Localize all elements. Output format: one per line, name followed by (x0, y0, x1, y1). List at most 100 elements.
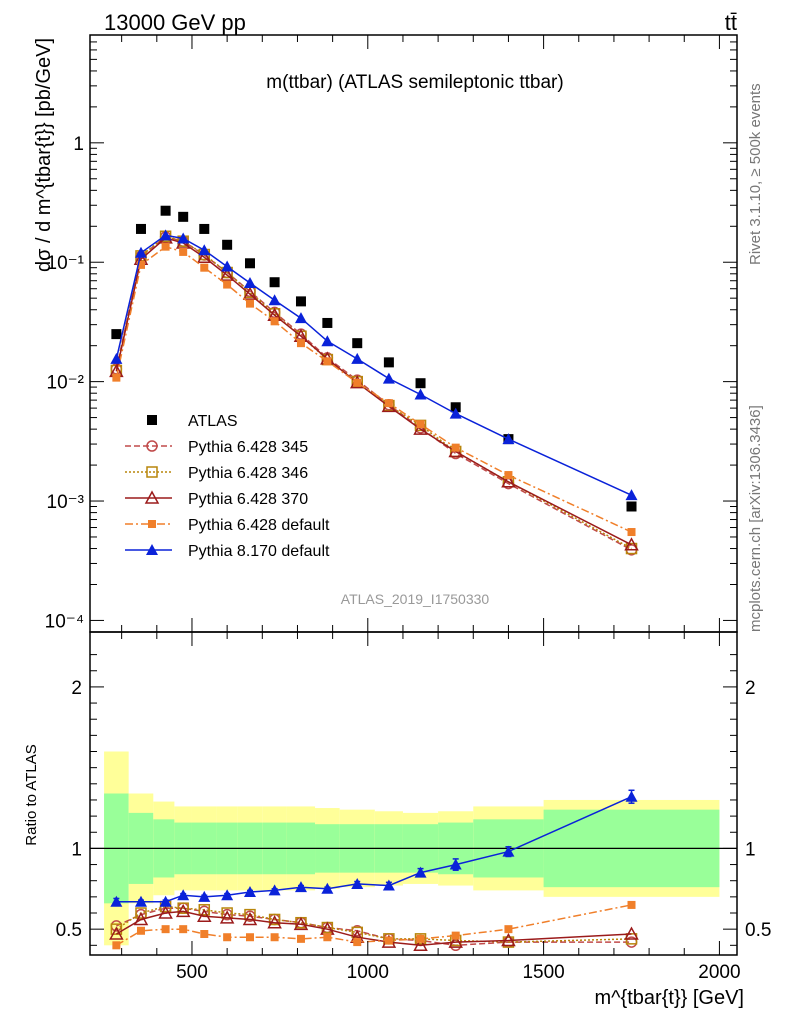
main-plot-area (109, 205, 639, 556)
ratio-data-point (110, 923, 123, 935)
ratio-series-line (116, 910, 632, 947)
main-data-point (415, 378, 426, 389)
ratio-data-point (198, 904, 211, 916)
ratio-y-axis: 0.5 0.5 1 1 2 2 (56, 654, 771, 946)
main-data-point (413, 421, 428, 435)
main-y-tick-label: 10⁻¹ (47, 253, 85, 274)
main-data-point (383, 357, 394, 368)
ratio-data-point (414, 866, 427, 878)
main-data-point (626, 501, 637, 512)
main-data-point (269, 277, 280, 288)
ratio-y-axis-label: Ratio to ATLAS (23, 744, 40, 845)
ratio-data-point (221, 889, 234, 901)
main-data-point (179, 247, 188, 256)
legend-label: Pythia 8.170 default (188, 543, 330, 560)
main-data-point (449, 407, 462, 419)
main-data-point (451, 443, 460, 452)
main-data-point (178, 211, 189, 222)
main-data-point (416, 420, 425, 429)
ratio-data-point (159, 895, 172, 907)
ratio-data-point (158, 905, 173, 919)
main-data-point (351, 352, 364, 364)
main-data-point (501, 474, 516, 488)
ratio-y-tick-label: 1 (71, 839, 82, 860)
ratio-x-tick-label: 2000 (698, 962, 740, 983)
legend-marker (146, 440, 158, 452)
main-data-point (161, 242, 170, 251)
legend-label: ATLAS (188, 413, 238, 430)
ratio-data-point (133, 911, 149, 926)
main-y-tick-label: 10⁻² (47, 373, 85, 394)
ratio-data-point (200, 930, 209, 939)
main-y-tick-label: 1 (73, 134, 84, 155)
main-data-point (353, 378, 362, 387)
ratio-data-point (268, 913, 281, 926)
main-data-point (296, 339, 305, 348)
ratio-data-point (136, 926, 145, 935)
ratio-series-3 (112, 900, 636, 950)
main-series-5 (110, 229, 638, 501)
main-data-point (198, 244, 211, 256)
x-axis-label: m^{tbar{t}} [GeV] (595, 987, 744, 1009)
rivet-label: Rivet 3.1.10, ≥ 500k events (747, 83, 764, 265)
ratio-data-point (175, 903, 191, 918)
ratio-data-point (245, 933, 254, 942)
ratio-data-point (296, 934, 305, 943)
ratio-data-point (451, 931, 460, 940)
ratio-data-point (270, 933, 279, 942)
main-plot-title: m(ttbar) (ATLAS semileptonic ttbar) (266, 72, 563, 93)
ratio-data-point (219, 910, 235, 924)
main-data-point (627, 528, 636, 537)
ratio-data-point (179, 925, 188, 934)
ratio-data-point (198, 890, 211, 902)
ratio-series-line (115, 905, 632, 943)
ratio-data-point (177, 889, 190, 901)
legend-marker (146, 544, 158, 555)
ratio-data-point (223, 933, 232, 942)
main-y-axis-label: dσ / d m^{tbar{t}} [pb/GeV] (33, 38, 55, 272)
main-data-point (450, 402, 461, 413)
main-series-line (115, 237, 632, 546)
ratio-plot-frame (89, 631, 738, 956)
main-data-point (244, 258, 255, 269)
ratio-data-point (110, 895, 123, 907)
ratio-data-point (161, 925, 170, 934)
ratio-y-tick-label-right: 0.5 (745, 920, 771, 941)
ratio-series-0 (110, 902, 638, 952)
ratio-y-tick-label-right: 2 (745, 678, 756, 699)
main-data-point (242, 286, 258, 300)
main-data-point (134, 246, 147, 258)
ratio-data-point (112, 941, 121, 950)
main-data-point (199, 223, 210, 234)
ratio-data-point (502, 845, 515, 857)
header-right-label: tt̄ (725, 10, 737, 35)
main-data-point (384, 399, 393, 408)
main-data-point (625, 489, 638, 501)
legend-marker (146, 466, 158, 478)
ratio-series-4 (110, 789, 638, 907)
header-left-label: 13000 GeV pp (104, 10, 246, 35)
main-data-point (382, 372, 395, 384)
analysis-watermark: ATLAS_2019_I1750330 (341, 591, 490, 607)
ratio-data-point (135, 907, 147, 919)
ratio-data-point (242, 911, 258, 926)
ratio-series-line (116, 907, 632, 947)
main-data-point (323, 357, 332, 366)
ratio-data-point (351, 877, 364, 889)
main-data-point (219, 267, 235, 281)
ratio-x-tick-label: 500 (176, 962, 208, 983)
main-data-point (322, 317, 333, 328)
ratio-data-point (293, 916, 309, 931)
ratio-y-tick-label-right: 1 (745, 839, 756, 860)
main-data-point (414, 388, 427, 400)
ratio-data-point (627, 900, 636, 909)
ratio-data-point (243, 886, 256, 898)
ratio-data-point (416, 934, 425, 943)
ratio-data-point (294, 881, 307, 893)
legend-label: Pythia 6.428 default (188, 517, 330, 534)
legend-label: Pythia 6.428 346 (188, 465, 308, 482)
main-y-tick-label: 10⁻³ (47, 492, 85, 513)
main-series-0 (111, 205, 637, 512)
main-data-point (270, 317, 279, 326)
